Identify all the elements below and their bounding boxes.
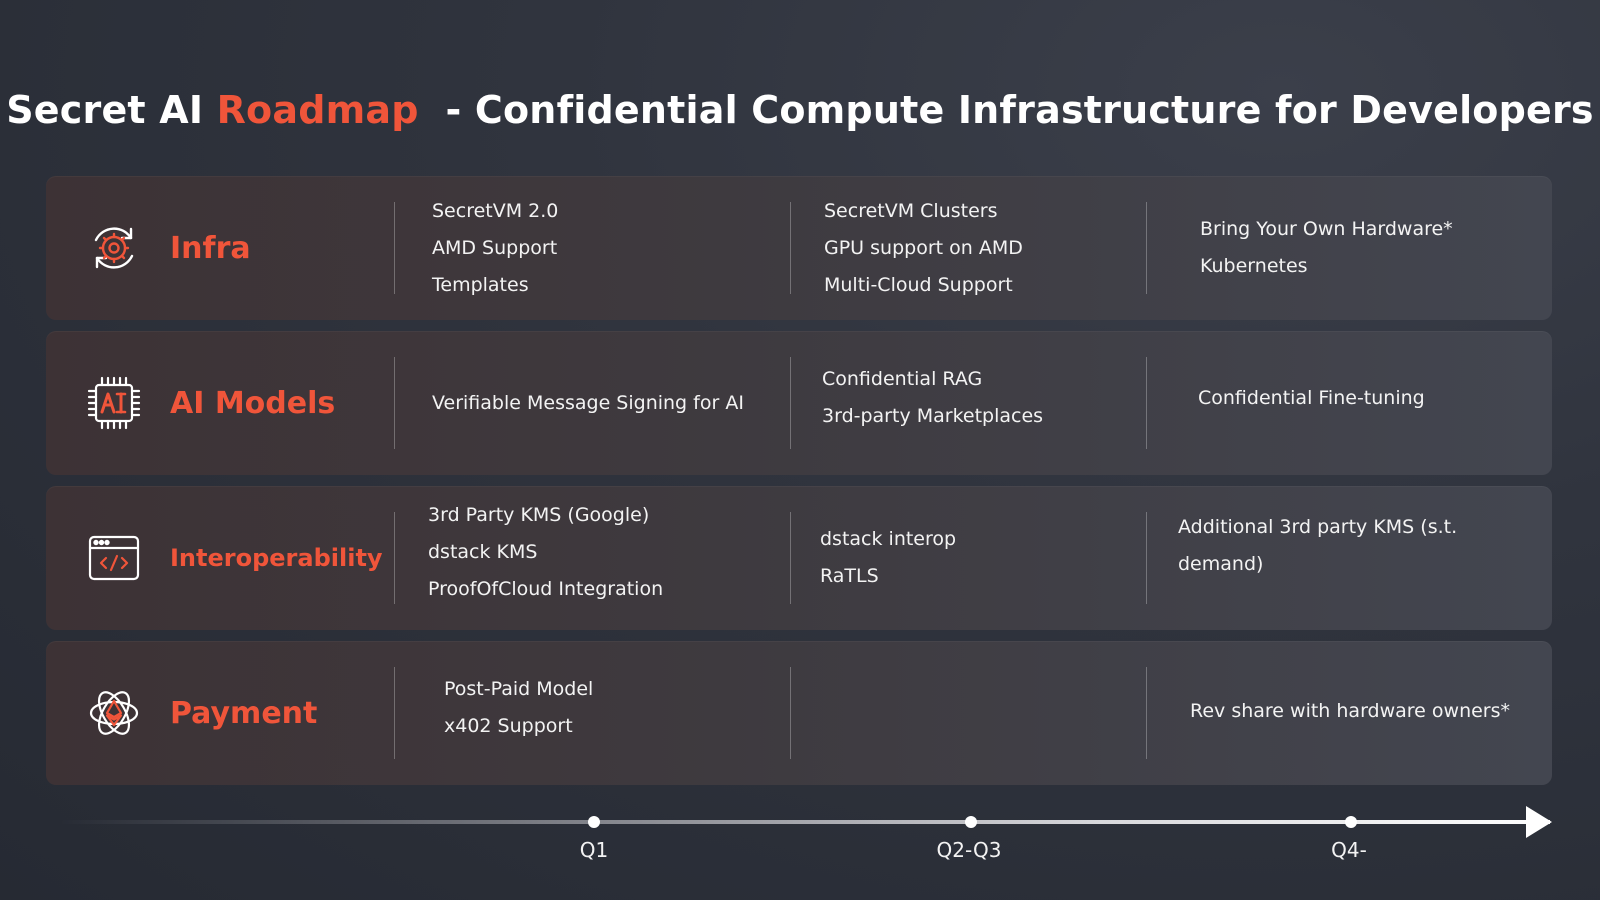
divider — [1146, 667, 1147, 759]
list-item: Confidential Fine-tuning — [1198, 386, 1425, 409]
divider — [1146, 512, 1147, 604]
divider — [394, 667, 395, 759]
roadmap-row-payment: Payment Post-Paid Model x402 Support Rev… — [46, 641, 1552, 785]
category-label: Interoperability — [170, 544, 383, 572]
list-item: Rev share with hardware owners* — [1190, 699, 1511, 722]
roadmap-row-infra: Infra SecretVM 2.0 AMD Support Templates… — [46, 176, 1552, 320]
list-item: dstack KMS — [428, 540, 538, 563]
divider — [790, 357, 791, 449]
list-item: Post-Paid Model — [444, 678, 594, 700]
q1-cell: Post-Paid Model x402 Support — [444, 641, 593, 785]
divider — [394, 512, 395, 604]
list-item: ProofOfCloud Integration — [428, 577, 664, 600]
q4-cell: Confidential Fine-tuning — [1198, 331, 1425, 475]
list-item: Multi-Cloud Support — [824, 273, 1013, 296]
code-window-icon — [84, 528, 144, 588]
divider — [394, 357, 395, 449]
q1-cell: 3rd Party KMS (Google) dstack KMS ProofO… — [428, 486, 663, 630]
q2q3-cell: dstack interop RaTLS — [820, 486, 956, 630]
q2q3-cell: Confidential RAG 3rd-party Marketplaces — [822, 331, 1043, 475]
list-item: Templates — [432, 273, 529, 296]
q4-cell: Rev share with hardware owners* — [1190, 641, 1510, 785]
list-item: Verifiable Message Signing for AI — [432, 391, 744, 414]
ai-chip-icon — [84, 373, 144, 433]
ethereum-orbit-icon — [84, 683, 144, 743]
list-item: Kubernetes — [1200, 255, 1308, 277]
roadmap-row-ai-models: AI Models Verifiable Message Signing for… — [46, 331, 1552, 475]
timeline-dot-q2-q3 — [965, 816, 977, 828]
q4-cell: Additional 3rd party KMS (s.t. demand) — [1178, 486, 1457, 630]
list-item: Additional 3rd party KMS (s.t. — [1178, 516, 1458, 538]
list-item: GPU support on AMD — [824, 236, 1023, 259]
list-item: x402 Support — [444, 715, 573, 737]
list-item: 3rd-party Marketplaces — [822, 405, 1044, 427]
title-part1: Secret AI — [6, 88, 217, 132]
list-item: Confidential RAG — [822, 368, 983, 390]
list-item: RaTLS — [820, 565, 879, 587]
timeline-label-q2-q3: Q2-Q3 — [936, 838, 1002, 862]
category-label: Infra — [170, 230, 251, 266]
timeline-dot-q1 — [588, 816, 600, 828]
category-label: AI Models — [170, 385, 336, 421]
category-label: Payment — [170, 695, 318, 731]
list-item: SecretVM 2.0 — [432, 199, 559, 222]
page-title: Secret AI Roadmap - Confidential Compute… — [0, 88, 1600, 132]
timeline-arrow-icon — [1526, 806, 1552, 838]
list-item: AMD Support — [432, 236, 558, 259]
timeline-axis — [60, 820, 1550, 824]
divider — [1146, 357, 1147, 449]
title-part2: - Confidential Compute Infrastructure fo… — [418, 88, 1594, 132]
timeline-dot-q4 — [1345, 816, 1357, 828]
divider — [790, 202, 791, 294]
list-item: Bring Your Own Hardware* — [1200, 218, 1453, 240]
timeline-label-q4: Q4- — [1331, 838, 1367, 862]
divider — [1146, 202, 1147, 294]
divider — [790, 667, 791, 759]
divider — [790, 512, 791, 604]
title-accent: Roadmap — [216, 88, 419, 132]
divider — [394, 202, 395, 294]
list-item: dstack interop — [820, 528, 957, 550]
q2q3-cell: SecretVM Clusters GPU support on AMD Mul… — [824, 176, 1023, 320]
list-item: 3rd Party KMS (Google) — [428, 503, 650, 526]
list-item: SecretVM Clusters — [824, 199, 998, 222]
q1-cell: Verifiable Message Signing for AI — [432, 331, 744, 475]
q1-cell: SecretVM 2.0 AMD Support Templates — [432, 176, 558, 320]
roadmap-row-interoperability: Interoperability 3rd Party KMS (Google) … — [46, 486, 1552, 630]
gear-cycle-icon — [84, 218, 144, 278]
list-item: demand) — [1178, 553, 1264, 575]
timeline-label-q1: Q1 — [579, 838, 609, 862]
q4-cell: Bring Your Own Hardware* Kubernetes — [1200, 176, 1453, 320]
